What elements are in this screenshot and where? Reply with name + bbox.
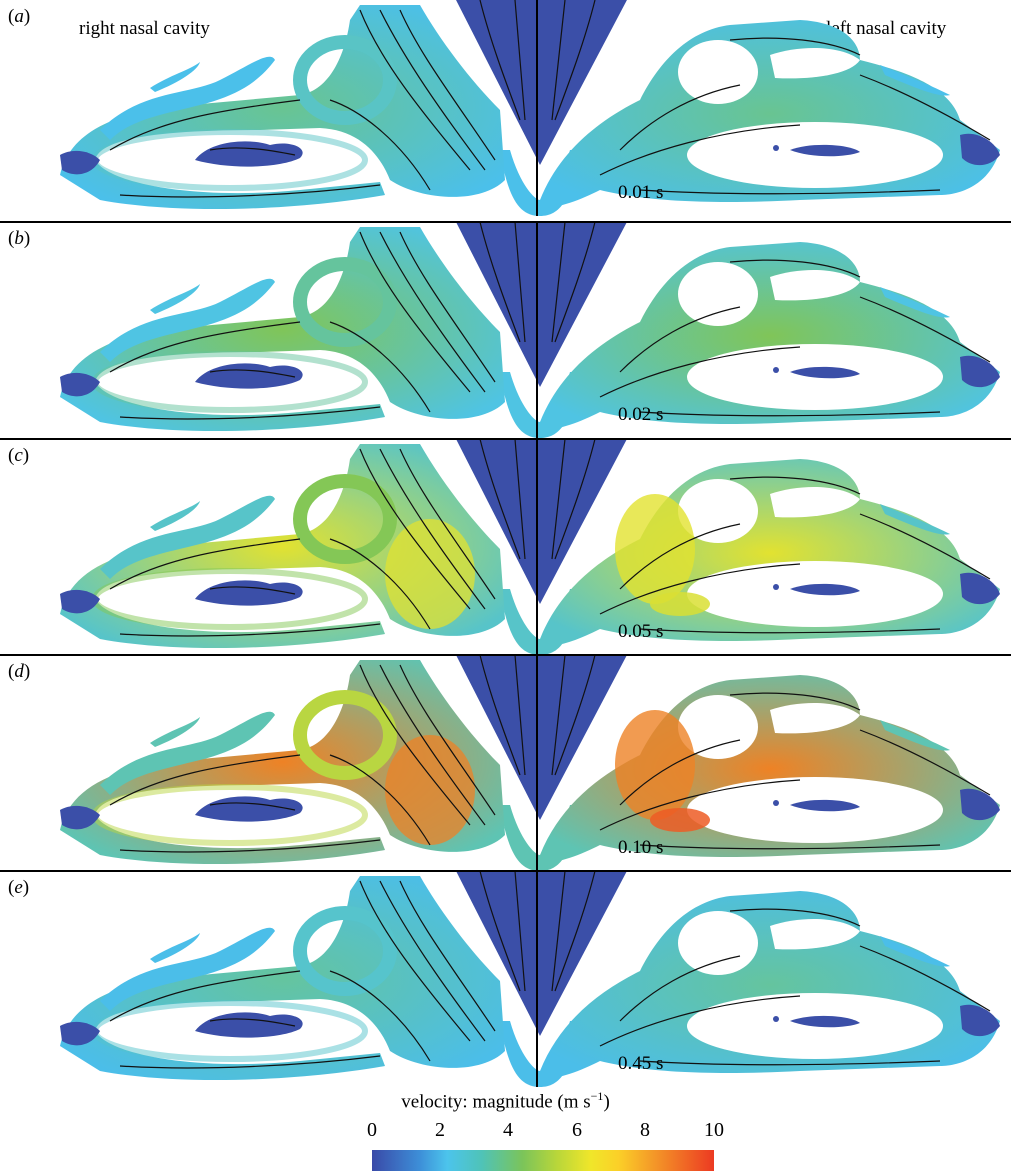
left-nasal-cavity-label: left nasal cavity <box>826 18 947 39</box>
simulation-panel: (c) 0.05 s <box>0 439 1011 655</box>
panel-letter: (d) <box>8 661 31 682</box>
time-label: 0.02 s <box>618 404 664 425</box>
flow-field-image <box>60 222 1000 438</box>
panel-letter: (e) <box>8 877 30 898</box>
time-label: 0.45 s <box>618 1053 664 1074</box>
flow-field-image <box>60 655 1000 871</box>
time-label: 0.05 s <box>618 621 664 642</box>
panel-divider <box>0 221 1011 223</box>
time-label: 0.10 s <box>618 837 664 858</box>
simulation-panel: (a) 0.01 s <box>0 0 1011 216</box>
colorbar-tick-label: 0 <box>367 1119 377 1141</box>
simulation-panel: (e) 0.45 s <box>0 871 1011 1087</box>
panel-letter: (c) <box>8 445 30 466</box>
right-nasal-cavity-label: right nasal cavity <box>79 18 210 39</box>
panel-divider <box>0 438 1011 440</box>
colorbar-gradient <box>372 1150 714 1171</box>
colorbar-tick-label: 10 <box>704 1119 724 1141</box>
colorbar-tick-label: 2 <box>435 1119 445 1141</box>
panel-divider <box>0 870 1011 872</box>
flow-field-image <box>60 871 1000 1087</box>
simulation-panel: (d) 0.10 s <box>0 655 1011 871</box>
flow-field-image <box>60 439 1000 655</box>
colorbar-title: velocity: magnitude (m s−1) <box>401 1089 610 1113</box>
colorbar-tick-label: 8 <box>640 1119 650 1141</box>
panel-letter: (b) <box>8 228 31 249</box>
colorbar-tick-label: 4 <box>503 1119 513 1141</box>
panel-divider <box>0 654 1011 656</box>
flow-field-image <box>60 0 1000 216</box>
time-label: 0.01 s <box>618 182 664 203</box>
colorbar-tick-label: 6 <box>572 1119 582 1141</box>
simulation-panel: (b) 0.02 s <box>0 222 1011 438</box>
panel-letter: (a) <box>8 6 31 27</box>
